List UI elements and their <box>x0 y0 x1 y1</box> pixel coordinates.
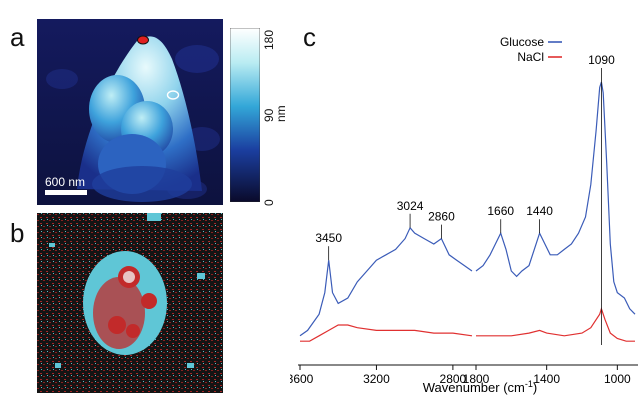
phase-map-image <box>37 213 223 393</box>
peak-label: 2860 <box>428 210 455 224</box>
white-marker <box>166 90 180 100</box>
x-tick-label: 1400 <box>533 372 560 386</box>
panel-label-a: a <box>10 22 25 52</box>
height-colorbar <box>230 28 260 202</box>
peak-annotations: 3450 3024 2860 1660 1440 1090 <box>315 53 615 345</box>
x-tick-label: 1000 <box>604 372 631 386</box>
x-tick-label: 2800 <box>440 372 467 386</box>
afm-topography-image: 600 nm <box>37 19 223 205</box>
x-tick-label: 3600 <box>290 372 314 386</box>
peak-label: 1660 <box>487 204 514 218</box>
x-tick-label: 1800 <box>463 372 490 386</box>
series-line-nacl <box>300 324 473 342</box>
peak-label: 1440 <box>526 204 553 218</box>
scale-bar-label: 600 nm <box>45 175 85 189</box>
legend-label-nacl: NaCl <box>517 50 544 64</box>
x-tick-label: 3200 <box>363 372 390 386</box>
x-axis-label: Wavenumber (cm-1) <box>423 379 537 395</box>
peak-label: 3024 <box>397 199 424 213</box>
legend-label-glucose: Glucose <box>500 35 544 49</box>
series-line-nacl <box>476 306 635 342</box>
panel-label-c: c <box>303 22 316 52</box>
series-group <box>299 81 636 342</box>
colorbar-tick-180: 180 <box>262 29 276 50</box>
colorbar-unit: nm <box>274 105 288 122</box>
panel-label-b: b <box>10 218 25 248</box>
colorbar-tick-0: 0 <box>262 199 276 206</box>
series-line-glucose <box>475 81 636 315</box>
peak-label: 1090 <box>588 53 615 67</box>
peak-label: 3450 <box>315 231 342 245</box>
red-marker <box>137 35 149 45</box>
series-line-glucose <box>299 226 473 337</box>
scale-bar <box>45 190 87 195</box>
